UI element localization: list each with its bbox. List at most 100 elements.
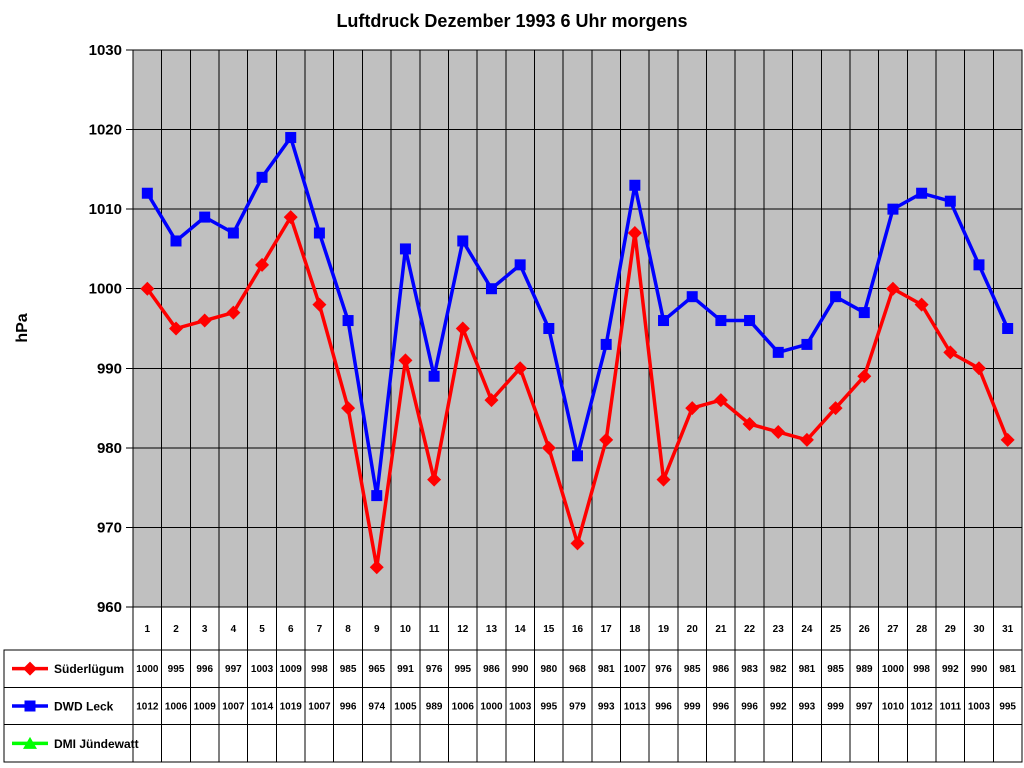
table-value: 990 (971, 664, 988, 675)
table-value: 1019 (280, 702, 303, 713)
table-value: 983 (741, 664, 758, 675)
y-tick-label: 980 (97, 440, 122, 457)
day-label: 4 (231, 624, 237, 635)
day-label: 10 (400, 624, 412, 635)
y-tick-label: 990 (97, 360, 122, 377)
table-value: 1009 (194, 702, 217, 713)
table-value: 992 (942, 664, 959, 675)
table-value: 985 (827, 664, 844, 675)
data-point-diamond-icon (140, 281, 155, 296)
data-point-diamond-icon (455, 321, 470, 336)
data-point-square-icon (686, 291, 698, 303)
day-label: 24 (801, 624, 813, 635)
data-point-square-icon (830, 291, 842, 303)
day-label: 19 (658, 624, 670, 635)
series-1 (141, 132, 1014, 502)
data-point-diamond-icon (771, 424, 786, 439)
day-label: 9 (374, 624, 380, 635)
table-value: 996 (196, 664, 213, 675)
data-point-square-icon (572, 450, 583, 462)
day-label: 29 (945, 624, 957, 635)
table-value: 986 (713, 664, 730, 675)
table-value: 998 (913, 664, 930, 675)
day-header-row: 1 2 3 4 5 6 7 8 9 10 11 12 13 14 15 16 17 18 19 20 21 22 23 24 2… (145, 624, 1014, 635)
table-value: 996 (340, 702, 357, 713)
table-value: 979 (569, 702, 586, 713)
day-label: 7 (317, 624, 323, 635)
data-point-square-icon (744, 315, 756, 327)
table-value: 1007 (624, 664, 647, 675)
day-label: 31 (1002, 624, 1014, 635)
data-point-diamond-icon (398, 353, 413, 368)
data-point-diamond-icon (341, 401, 356, 416)
data-point-diamond-icon (885, 281, 900, 296)
data-point-diamond-icon (369, 560, 384, 575)
data-point-square-icon (371, 490, 383, 502)
gridlines (133, 50, 1022, 607)
table-value: 1000 (882, 664, 905, 675)
legend-label: DMI Jündewatt (54, 737, 139, 751)
data-point-diamond-icon (656, 472, 671, 487)
table-value: 991 (397, 664, 414, 675)
y-tick-label: 1000 (89, 281, 122, 298)
data-point-square-icon (485, 283, 497, 295)
data-point-square-icon (801, 338, 813, 350)
y-tick-label: 1010 (89, 201, 122, 218)
plot-area: 960 970 980 990 1000 1010 1020 1030 (89, 42, 1023, 616)
table-value: 981 (598, 664, 615, 675)
table-value: 1013 (624, 702, 647, 713)
data-point-square-icon (944, 195, 956, 207)
table-value: 996 (741, 702, 758, 713)
data-point-diamond-icon (169, 321, 184, 336)
data-point-square-icon (342, 315, 354, 327)
data-point-square-icon (772, 346, 784, 358)
day-label: 21 (715, 624, 727, 635)
table-value: 999 (684, 702, 701, 713)
table-value: 996 (655, 702, 672, 713)
table-value: 1000 (136, 664, 159, 675)
day-label: 16 (572, 624, 584, 635)
data-point-diamond-icon (541, 440, 556, 455)
table-value: 997 (225, 664, 242, 675)
day-label: 5 (259, 624, 265, 635)
table-value: 980 (540, 664, 557, 675)
data-point-square-icon (141, 187, 153, 199)
data-point-diamond-icon (599, 432, 614, 447)
table-value: 990 (512, 664, 529, 675)
y-tick-label: 1030 (89, 42, 122, 59)
day-label: 27 (887, 624, 899, 635)
table-value: 993 (598, 702, 615, 713)
data-point-diamond-icon (513, 361, 528, 376)
data-point-square-icon (600, 338, 612, 350)
table-value: 989 (426, 702, 443, 713)
day-label: 11 (429, 624, 440, 635)
table-grid (3, 606, 1023, 763)
table-value: 1007 (308, 702, 331, 713)
table-value: 995 (540, 702, 557, 713)
data-point-diamond-icon (427, 472, 442, 487)
table-value: 1009 (280, 664, 303, 675)
data-point-square-icon (428, 370, 440, 382)
table-value: 1012 (136, 702, 159, 713)
data-point-diamond-icon (570, 536, 585, 551)
day-label: 15 (543, 624, 555, 635)
series-0 (140, 210, 1015, 575)
table-value: 976 (426, 664, 443, 675)
y-axis: 960 970 980 990 1000 1010 1020 1030 (89, 42, 133, 616)
legend-marker-triangle-icon (23, 736, 37, 749)
table-value: 993 (799, 702, 816, 713)
table-value: 995 (454, 664, 471, 675)
data-point-square-icon (199, 211, 211, 223)
data-point-square-icon (170, 235, 182, 247)
table-value: 985 (684, 664, 701, 675)
data-point-diamond-icon (685, 401, 700, 416)
data-point-square-icon (227, 227, 239, 239)
day-label: 23 (773, 624, 785, 635)
data-point-square-icon (399, 243, 411, 255)
day-label: 12 (457, 624, 469, 635)
table-value: 1012 (911, 702, 934, 713)
day-label: 25 (830, 624, 842, 635)
table-row: DMI Jündewatt (12, 736, 139, 751)
table-row: Süderlügum 1000 995 996 997 1003 1009 998 985 965… (12, 661, 1016, 676)
